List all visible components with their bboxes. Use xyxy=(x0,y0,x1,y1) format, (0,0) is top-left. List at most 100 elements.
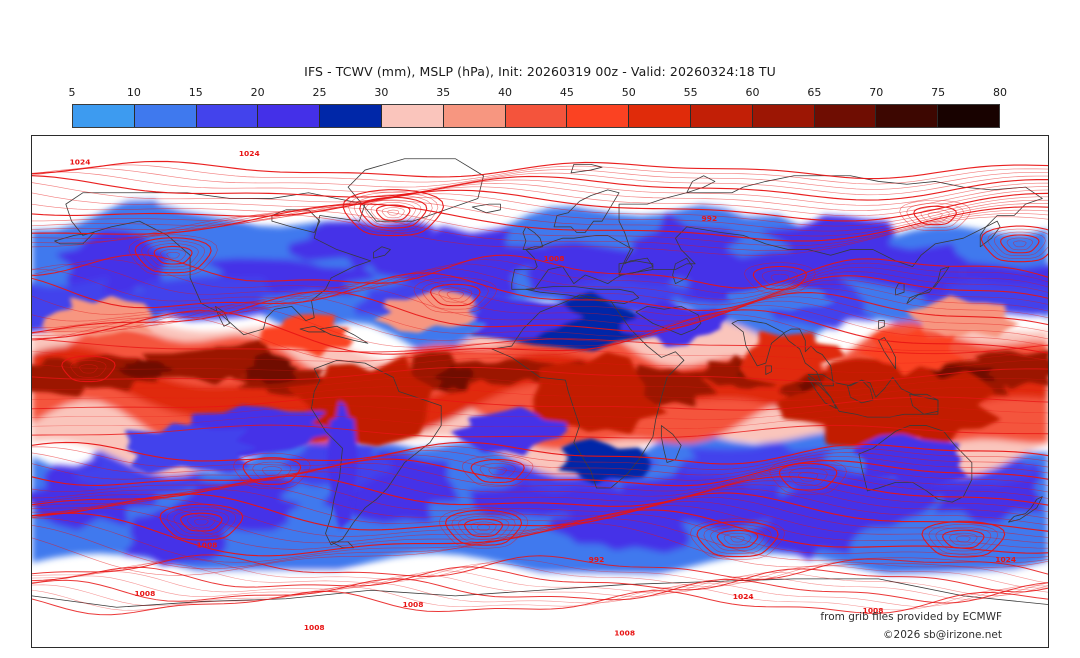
colorbar: 5 10 15 20 25 30 35 40 45 50 55 60 65 70 75 80 xyxy=(69,86,1008,128)
coastline-kamchatka xyxy=(979,220,1001,248)
mslp-isobar-label: 1008 xyxy=(304,623,325,632)
mslp-isobar xyxy=(993,231,1046,257)
mslp-isobar xyxy=(730,535,745,543)
tcwv-patch xyxy=(547,498,691,553)
mslp-isobar xyxy=(32,277,1048,317)
tcwv-shading-detail xyxy=(32,284,1048,530)
mslp-isobar xyxy=(921,520,1006,558)
coastline-new-zealand xyxy=(1008,496,1043,523)
mslp-isobar xyxy=(913,205,957,226)
mslp-isobar-label: 1008 xyxy=(544,254,565,263)
mslp-isobar xyxy=(359,196,428,229)
mslp-isobar xyxy=(32,338,1048,355)
mslp-isobar xyxy=(365,199,422,226)
mslp-isobar xyxy=(949,532,978,546)
coastline-scandinavia xyxy=(553,189,620,233)
mslp-isobar xyxy=(261,466,282,476)
colorbar-bin-5 xyxy=(381,105,444,127)
mslp-isobar xyxy=(32,376,1048,392)
map-canvas: 1024 1008 992 1024 1008 1024 1008 1008 1008 1008 1… xyxy=(32,136,1048,647)
mslp-isobar xyxy=(233,452,311,490)
tcwv-patch xyxy=(322,449,459,524)
mslp-isobar xyxy=(348,191,439,234)
mslp-isobar xyxy=(128,234,218,276)
colorbar-bin-14 xyxy=(938,105,999,127)
mslp-isobar xyxy=(32,286,1048,329)
mslp-isobar xyxy=(927,212,943,219)
mslp-isobar xyxy=(723,533,752,546)
colorbar-bin-8 xyxy=(567,105,630,127)
colorbar-bin-6 xyxy=(443,105,506,127)
mslp-isobar xyxy=(696,521,779,558)
tcwv-patch xyxy=(32,357,96,397)
mslp-isobar xyxy=(32,281,1048,322)
colorbar-tick-15: 15 xyxy=(188,86,203,99)
mslp-isobar xyxy=(32,300,1048,342)
mslp-isobar xyxy=(141,240,206,271)
map-panel[interactable]: 1024 1008 992 1024 1008 1024 1008 1008 1008 1008 1… xyxy=(31,135,1049,648)
mslp-isobar xyxy=(32,309,1048,355)
mslp-isobar xyxy=(32,574,1048,600)
colorbar-tick-10: 10 xyxy=(126,86,141,99)
mslp-isobar xyxy=(438,287,473,303)
mslp-isobar xyxy=(252,461,292,481)
colorbar-tick-60: 60 xyxy=(745,86,760,99)
colorbar-tick-75: 75 xyxy=(931,86,946,99)
mslp-isobar xyxy=(32,171,1048,196)
mslp-isobar xyxy=(463,518,504,538)
mslp-isobar xyxy=(32,446,1048,470)
mslp-isobar xyxy=(32,522,1048,576)
mslp-isobar xyxy=(451,512,516,543)
mslp-isobar xyxy=(689,518,786,560)
colorbar-tick-35: 35 xyxy=(436,86,451,99)
mslp-isobar xyxy=(980,225,1048,263)
tcwv-patch xyxy=(114,360,174,378)
tcwv-patch xyxy=(287,356,433,446)
mslp-isobar xyxy=(61,355,116,383)
colorbar-tick-labels: 5 10 15 20 25 30 35 40 45 50 55 60 65 70 75 80 xyxy=(69,86,1008,104)
mslp-isobar xyxy=(32,386,1048,402)
mslp-isobar-label: 992 xyxy=(589,555,605,564)
coastline-caspian xyxy=(672,257,693,285)
mslp-isobar xyxy=(987,228,1048,260)
mslp-isobar xyxy=(32,210,1048,251)
mslp-isobar xyxy=(899,199,971,232)
mslp-isobar xyxy=(32,450,1048,476)
mslp-isobar xyxy=(421,280,489,310)
mslp-isobar-label: 1008 xyxy=(863,606,884,615)
mslp-isobar xyxy=(476,524,491,531)
mslp-isobar xyxy=(32,357,1048,373)
coastline-uk xyxy=(522,226,544,250)
mslp-isobar xyxy=(194,518,209,526)
tcwv-patch xyxy=(288,220,460,270)
mslp-isobar xyxy=(470,521,497,534)
colorbar-tick-40: 40 xyxy=(498,86,513,99)
mslp-isobar xyxy=(710,527,765,552)
tcwv-patch xyxy=(122,508,229,566)
mslp-isobar-label: 1008 xyxy=(826,136,847,138)
mslp-isobar xyxy=(32,509,1048,557)
mslp-isobar xyxy=(79,364,98,374)
colorbar-bin-12 xyxy=(814,105,877,127)
mslp-isobar xyxy=(32,182,1048,211)
colorbar-bin-2 xyxy=(196,105,259,127)
tcwv-patch xyxy=(967,350,1048,390)
coastline-taiwan xyxy=(878,320,885,330)
mslp-isobar xyxy=(180,512,223,532)
tcwv-patch xyxy=(620,299,729,348)
mslp-isobar-label: 1024 xyxy=(733,592,754,601)
colorbar-bin-11 xyxy=(752,105,815,127)
mslp-isobar xyxy=(173,509,230,535)
coastline-south-america xyxy=(311,359,442,546)
colorbar-tick-20: 20 xyxy=(250,86,265,99)
mslp-isobar xyxy=(32,395,1048,411)
mslp-isobar xyxy=(166,506,237,538)
mslp-isobar xyxy=(32,207,1048,247)
coastline-africa xyxy=(491,294,685,489)
mslp-isobar xyxy=(479,463,516,479)
mslp-isobar xyxy=(32,186,1048,217)
mslp-isobar xyxy=(159,503,244,541)
coastline-madagascar xyxy=(660,425,682,463)
colorbar-tick-70: 70 xyxy=(869,86,884,99)
mslp-isobar-label: 1008 xyxy=(134,589,155,598)
